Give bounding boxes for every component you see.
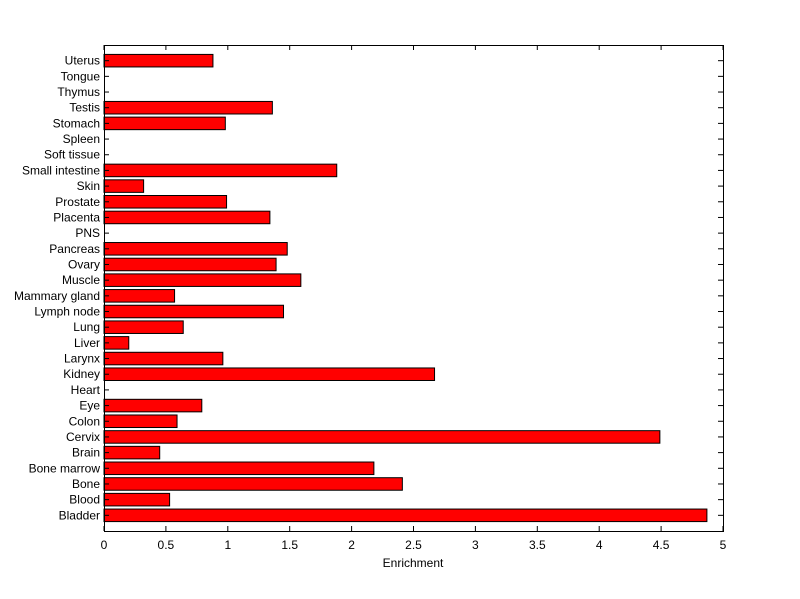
y-tick-label: Bladder bbox=[59, 508, 100, 522]
bar-skin bbox=[103, 179, 145, 193]
y-tick-label: Skin bbox=[77, 179, 100, 193]
bar-lymph-node bbox=[103, 304, 285, 319]
y-tick-label: Mammary gland bbox=[14, 289, 100, 303]
y-tick-label: Blood bbox=[69, 493, 100, 507]
bar-bladder bbox=[103, 508, 708, 523]
y-tick-label: Soft tissue bbox=[44, 148, 100, 162]
y-tick-label: Lung bbox=[73, 320, 100, 334]
x-tick-label: 2 bbox=[348, 538, 355, 552]
y-tick-label: Tongue bbox=[61, 69, 101, 83]
x-tick-label: 1 bbox=[224, 538, 231, 552]
y-tick-label: Prostate bbox=[55, 195, 100, 209]
plot-frame bbox=[104, 45, 724, 532]
x-tick-label: 2.5 bbox=[405, 538, 422, 552]
y-tick-label: Spleen bbox=[63, 132, 100, 146]
y-tick-label: Stomach bbox=[53, 116, 100, 130]
bar-cervix bbox=[103, 430, 661, 444]
bar-stomach bbox=[103, 116, 226, 131]
y-tick-label: Ovary bbox=[68, 257, 100, 271]
y-tick-label: Muscle bbox=[62, 273, 100, 287]
bar-prostate bbox=[103, 195, 228, 209]
bar-uterus bbox=[103, 53, 214, 68]
y-tick-label: Lymph node bbox=[34, 305, 100, 319]
bar-eye bbox=[103, 398, 203, 413]
y-tick-label: Bone bbox=[72, 477, 100, 491]
y-tick-label: Liver bbox=[74, 336, 100, 350]
bar-mammary-gland bbox=[103, 289, 176, 303]
x-tick-label: 5 bbox=[720, 538, 727, 552]
bar-larynx bbox=[103, 351, 224, 366]
y-tick-label: Bone marrow bbox=[29, 461, 101, 475]
y-tick-label: Kidney bbox=[63, 367, 100, 381]
y-tick-label: Testis bbox=[69, 101, 100, 115]
y-tick-label: Eye bbox=[79, 399, 100, 413]
y-tick-label: PNS bbox=[75, 226, 100, 240]
y-tick-label: Heart bbox=[71, 383, 101, 397]
bar-brain bbox=[103, 445, 161, 460]
bar-bone bbox=[103, 477, 403, 491]
x-tick-label: 0.5 bbox=[158, 538, 175, 552]
y-tick-label: Cervix bbox=[66, 430, 100, 444]
bar-lung bbox=[103, 320, 184, 334]
y-tick-label: Larynx bbox=[64, 352, 100, 366]
x-tick-label: 1.5 bbox=[281, 538, 298, 552]
y-tick-label: Small intestine bbox=[22, 163, 100, 177]
bar-pancreas bbox=[103, 242, 288, 256]
y-tick-label: Brain bbox=[72, 446, 100, 460]
y-tick-label: Uterus bbox=[65, 54, 100, 68]
x-tick-labels: 0 0.5 1 1.5 2 2.5 3 3.5 4 4.5 5 bbox=[101, 538, 727, 552]
y-tick-label: Colon bbox=[69, 414, 100, 428]
x-tick-label: 4 bbox=[596, 538, 603, 552]
x-axis-label: Enrichment bbox=[383, 556, 444, 570]
y-tick-label: Pancreas bbox=[49, 242, 100, 256]
bar-colon bbox=[103, 414, 178, 429]
bars-group bbox=[103, 53, 708, 523]
bar-placenta bbox=[103, 210, 271, 225]
bar-small-intestine bbox=[103, 163, 338, 178]
bar-kidney bbox=[103, 367, 436, 381]
y-tick-label: Placenta bbox=[53, 210, 100, 224]
x-tick-label: 0 bbox=[101, 538, 108, 552]
x-tick-label: 3 bbox=[472, 538, 479, 552]
y-tick-label: Thymus bbox=[57, 85, 100, 99]
bar-muscle bbox=[103, 273, 302, 287]
bar-bone-marrow bbox=[103, 461, 375, 476]
bar-ovary bbox=[103, 257, 277, 272]
bar-testis bbox=[103, 100, 273, 115]
x-tick-label: 3.5 bbox=[529, 538, 546, 552]
x-tick-label: 4.5 bbox=[653, 538, 670, 552]
bar-blood bbox=[103, 492, 171, 507]
